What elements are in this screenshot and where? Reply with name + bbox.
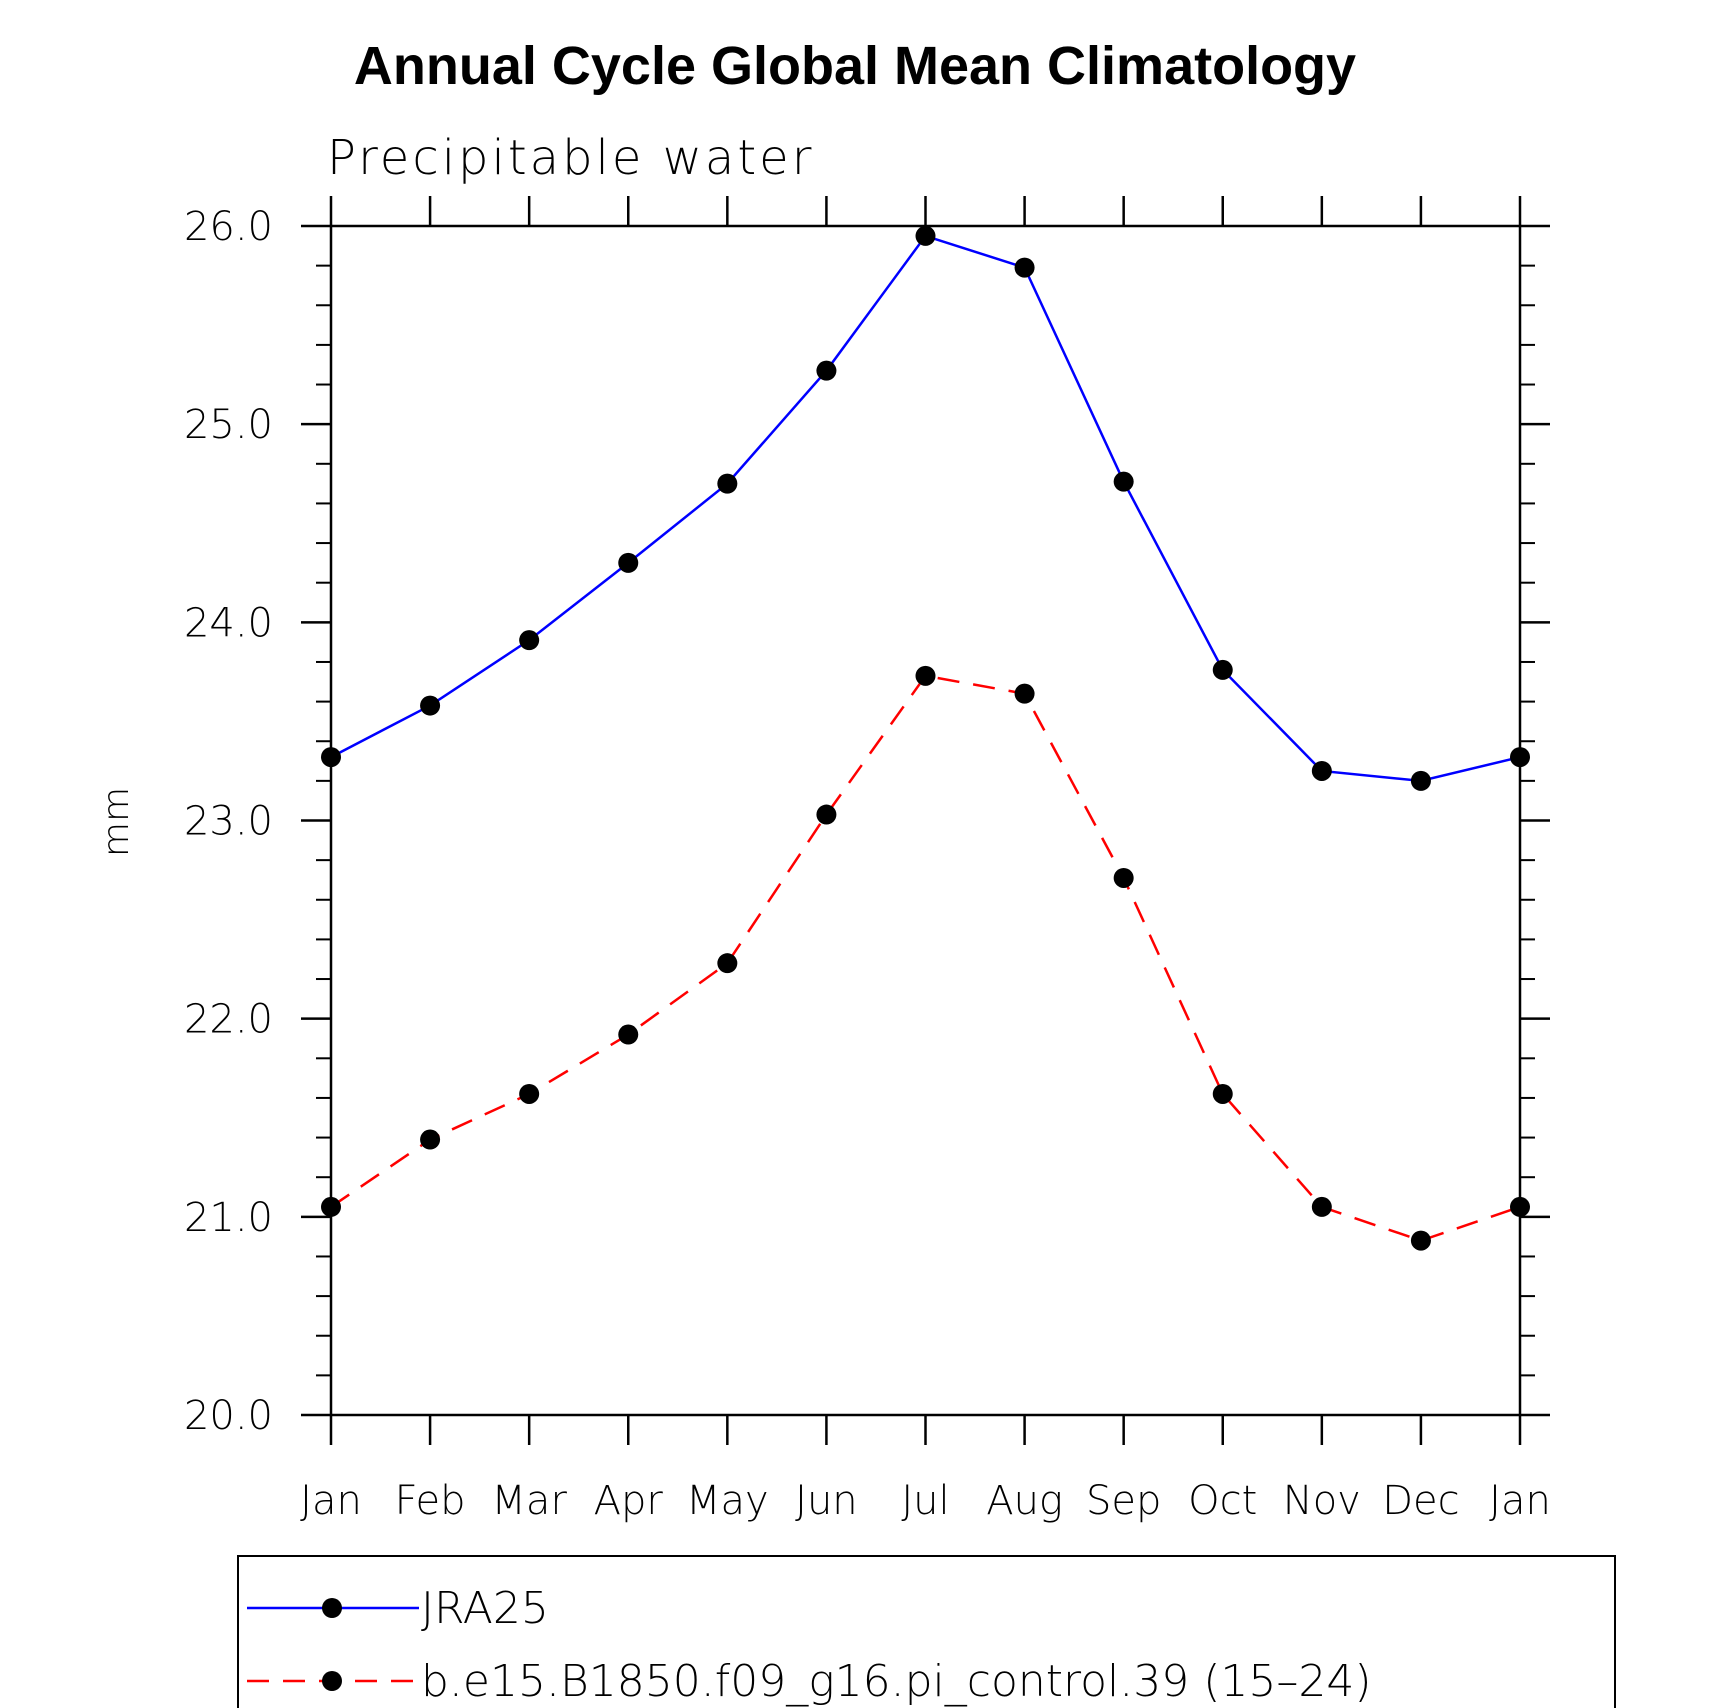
- x-tick-label: Sep: [1086, 1478, 1161, 1524]
- data-point: [321, 747, 341, 768]
- y-tick-labels: 20.0 21.0 22.0 23.0 24.0 25.0 26.0: [184, 204, 273, 1439]
- data-point: [1311, 1196, 1332, 1217]
- data-point: [915, 665, 936, 686]
- x-tick-label: Dec: [1382, 1478, 1459, 1524]
- data-point: [1510, 1196, 1530, 1217]
- plot-frame: [329, 224, 1522, 1417]
- data-point: [816, 360, 837, 381]
- series-line: [330, 674, 1521, 1242]
- x-tick-label: Jan: [300, 1478, 362, 1524]
- legend-box: [237, 1555, 1616, 1708]
- tick-marks: [301, 196, 1550, 1445]
- data-point: [618, 1024, 639, 1045]
- legend-label: JRA25: [421, 1583, 549, 1634]
- y-tick-label: 23.0: [184, 799, 273, 845]
- y-tick-label: 21.0: [184, 1195, 273, 1241]
- legend-marker: [322, 1671, 342, 1691]
- series-markers: [321, 225, 1530, 1251]
- x-tick-label: May: [686, 1478, 769, 1524]
- x-tick-label: Apr: [594, 1478, 664, 1524]
- x-tick-label: Oct: [1188, 1478, 1257, 1524]
- y-tick-label: 24.0: [184, 600, 273, 646]
- data-point: [420, 1129, 441, 1150]
- x-tick-label: Jun: [795, 1478, 858, 1524]
- data-point: [816, 804, 837, 825]
- x-tick-labels: Jan Feb Mar Apr May Jun Jul Aug Sep Oct Nov Dec Jan: [300, 1478, 1551, 1524]
- y-axis-label: mm: [96, 787, 137, 857]
- data-point: [717, 473, 738, 494]
- series-line: [330, 234, 1521, 783]
- data-point: [717, 953, 738, 974]
- x-tick-label: Aug: [986, 1478, 1063, 1524]
- data-point: [915, 225, 936, 246]
- data-point: [519, 1083, 540, 1104]
- chart-title: Annual Cycle Global Mean Climatology: [354, 36, 1356, 96]
- data-point: [1014, 683, 1035, 704]
- y-tick-label: 20.0: [184, 1393, 273, 1439]
- data-point: [1212, 659, 1233, 680]
- data-point: [1410, 770, 1431, 791]
- x-tick-label: Mar: [491, 1478, 567, 1524]
- legend-label: b.e15.B1850.f09_g16.pi_control.39 (15–24…: [421, 1656, 1372, 1707]
- data-point: [1212, 1083, 1233, 1104]
- data-point: [420, 695, 441, 716]
- x-tick-label: Feb: [395, 1478, 466, 1524]
- x-tick-label: Jan: [1489, 1478, 1551, 1524]
- data-point: [1113, 471, 1134, 492]
- data-point: [519, 630, 540, 651]
- data-point: [321, 1196, 341, 1217]
- series-lines: [330, 234, 1521, 1242]
- y-tick-label: 22.0: [184, 997, 273, 1043]
- chart-subtitle: Precipitable water: [327, 130, 814, 186]
- legend: JRA25 b.e15.B1850.f09_g16.pi_control.39 (…: [247, 1583, 1372, 1707]
- y-tick-label: 26.0: [184, 204, 273, 250]
- data-point: [618, 552, 639, 573]
- data-point: [1014, 257, 1035, 278]
- legend-marker: [322, 1598, 342, 1618]
- x-tick-label: Nov: [1283, 1478, 1361, 1524]
- data-point: [1410, 1230, 1431, 1251]
- x-tick-label: Jul: [901, 1478, 949, 1524]
- data-point: [1113, 867, 1134, 888]
- data-point: [1510, 747, 1530, 768]
- data-point: [1311, 760, 1332, 781]
- y-tick-label: 25.0: [184, 402, 273, 448]
